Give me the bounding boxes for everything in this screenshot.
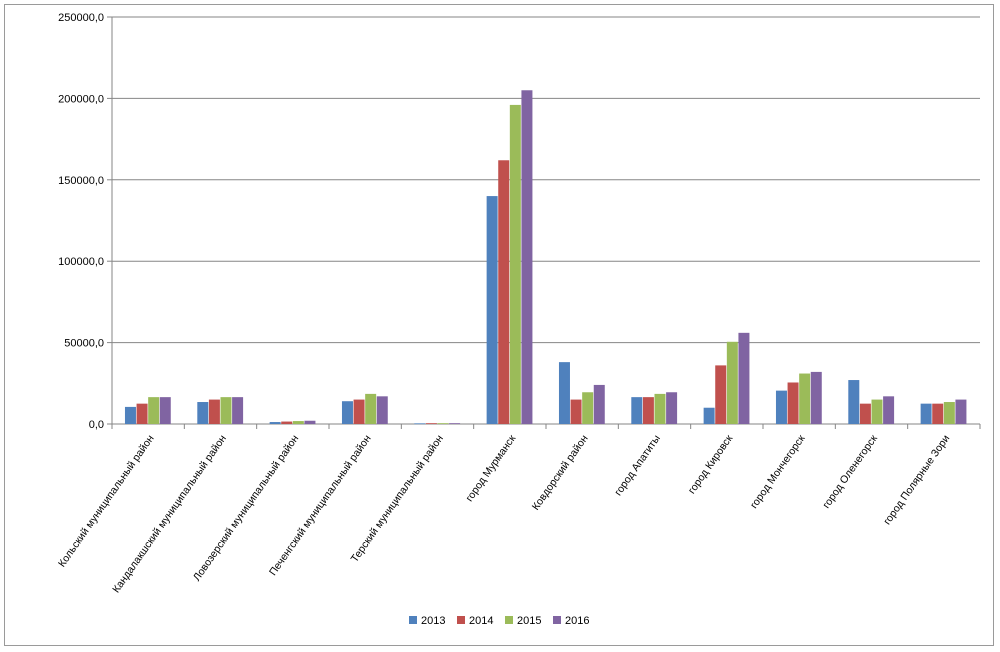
bar-2013: [269, 422, 281, 424]
bars: [124, 90, 967, 425]
bar-2015: [726, 341, 738, 424]
bar-2015: [943, 402, 955, 424]
legend-label: 2015: [517, 615, 541, 627]
bar-2013: [703, 407, 715, 424]
bar-2016: [810, 371, 822, 424]
bar-2013: [341, 401, 353, 424]
axes: [107, 16, 981, 429]
bar-2014: [642, 397, 654, 424]
bar-2013: [631, 397, 643, 424]
bar-2015: [148, 397, 160, 424]
bar-2013: [124, 406, 136, 424]
x-category-label: город Оленегорск: [820, 433, 880, 511]
bar-2015: [799, 373, 811, 424]
legend-swatch: [457, 616, 465, 624]
x-category-label: город Полярные Зори: [881, 433, 952, 527]
y-tick-label: 50000,0: [64, 338, 104, 350]
y-tick-label: 0,0: [89, 419, 104, 431]
bar-2013: [197, 402, 209, 424]
bar-2014: [570, 399, 582, 424]
bar-2016: [521, 90, 533, 424]
bar-2013: [414, 423, 426, 425]
y-tick-label: 150000,0: [58, 175, 104, 187]
legend-label: 2016: [565, 615, 589, 627]
x-category-label: город Мурманск: [463, 433, 518, 504]
legend: 2013 2014 2015 2016: [409, 615, 589, 627]
bar-2016: [376, 396, 388, 424]
bar-2015: [582, 392, 594, 424]
chart-frame: 0,0 50000,0 100000,0 150000,0 200000,0 250000…: [4, 4, 994, 646]
bar-2015: [365, 393, 377, 424]
gridlines: [112, 16, 980, 344]
x-category-label: Ковдорский район: [530, 433, 591, 513]
bar-2016: [738, 332, 750, 424]
legend-label: 2014: [469, 615, 493, 627]
bar-2013: [848, 380, 860, 424]
bar-2015: [437, 423, 449, 424]
bar-2013: [920, 403, 932, 424]
bar-2016: [159, 397, 171, 424]
y-tick-label: 100000,0: [58, 256, 104, 268]
legend-swatch: [409, 616, 417, 624]
bar-2014: [715, 365, 727, 424]
bar-2013: [486, 196, 498, 424]
bar-2014: [136, 403, 148, 424]
bar-2015: [220, 397, 232, 424]
legend-label: 2013: [421, 615, 445, 627]
bar-2016: [232, 397, 244, 424]
x-category-label: город Апатиты: [612, 433, 663, 498]
bar-2015: [871, 399, 883, 424]
legend-swatch: [553, 616, 561, 624]
x-category-label: город Мончегорск: [748, 433, 808, 511]
bar-2013: [558, 362, 570, 424]
bar-2014: [281, 421, 293, 424]
x-category-label: Кандалакшский муниципальный район: [110, 433, 229, 595]
bar-2015: [654, 393, 666, 424]
bar-2014: [498, 160, 510, 424]
bar-2016: [955, 399, 967, 424]
bar-2014: [353, 399, 365, 424]
x-category-label: город Кировск: [686, 433, 736, 497]
bar-2016: [666, 392, 678, 424]
bar-2014: [425, 423, 437, 424]
legend-swatch: [505, 616, 513, 624]
bar-2014: [787, 382, 799, 424]
bar-2016: [449, 423, 461, 424]
bar-2015: [509, 104, 521, 425]
x-axis-category-labels: Кольский муниципальный районКандалакшски…: [56, 433, 952, 596]
bar-2016: [304, 420, 316, 424]
bar-2014: [208, 399, 220, 424]
y-axis-tick-labels: 0,0 50000,0 100000,0 150000,0 200000,0 250000…: [58, 12, 104, 431]
bar-chart: 0,0 50000,0 100000,0 150000,0 200000,0 250000…: [56, 12, 981, 627]
bar-2016: [883, 396, 895, 424]
bar-2015: [292, 421, 304, 424]
bar-2014: [859, 403, 871, 424]
bar-2016: [593, 384, 605, 424]
y-tick-label: 200000,0: [58, 93, 104, 105]
bar-2013: [775, 390, 787, 424]
y-tick-label: 250000,0: [58, 12, 104, 24]
bar-2014: [932, 403, 944, 424]
